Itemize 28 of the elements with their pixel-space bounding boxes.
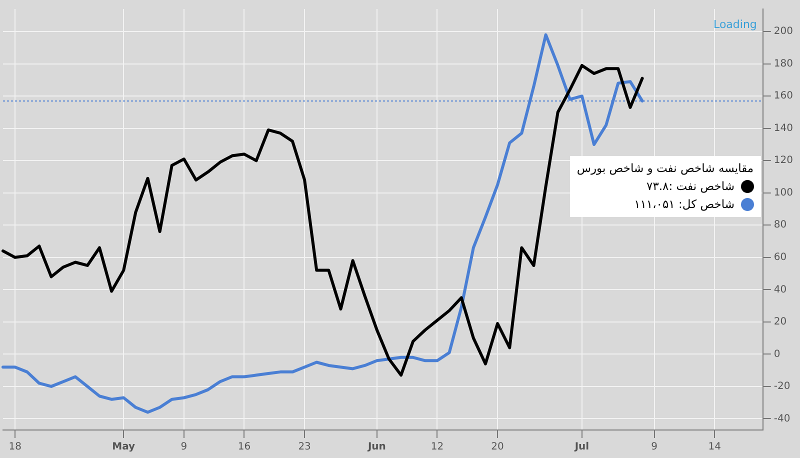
y-tick-label: 180 xyxy=(774,58,794,70)
x-tick-label: 9 xyxy=(180,442,188,453)
y-tick-label: 200 xyxy=(774,26,794,38)
x-tick-label: 18 xyxy=(8,442,22,453)
y-tick-label: -40 xyxy=(774,413,790,424)
y-tick-label: 60 xyxy=(774,252,787,263)
annotation: Loading xyxy=(714,18,757,31)
x-tick-label: 12 xyxy=(430,442,444,453)
y-tick-label: 140 xyxy=(774,122,794,134)
x-tick-label: May xyxy=(112,442,136,453)
y-tick-label: 100 xyxy=(774,187,794,198)
legend-label: شاخص کل: ۱۱۱،۰۵۱ xyxy=(634,197,735,212)
x-tick-label: 9 xyxy=(651,442,658,453)
y-tick-label: -20 xyxy=(774,381,790,392)
x-tick-label: 20 xyxy=(491,442,504,453)
y-tick-label: 0 xyxy=(774,348,780,360)
x-tick-label: 16 xyxy=(238,442,251,453)
y-tick-label: 40 xyxy=(774,284,787,296)
x-tick-label: 14 xyxy=(708,442,722,453)
x-tick-label: Jul xyxy=(574,442,590,453)
y-tick-label: 160 xyxy=(774,90,794,102)
legend-label: شاخص نفت :۷۳.۸ xyxy=(646,179,735,194)
y-tick-label: 20 xyxy=(774,316,787,328)
y-tick-label: 80 xyxy=(774,220,787,231)
legend-title: مقایسه شاخص نفت و شاخص بورس xyxy=(576,161,754,176)
y-tick-label: 120 xyxy=(774,155,794,166)
x-tick-label: 23 xyxy=(298,442,311,453)
x-tick-label: Jun xyxy=(366,442,386,453)
